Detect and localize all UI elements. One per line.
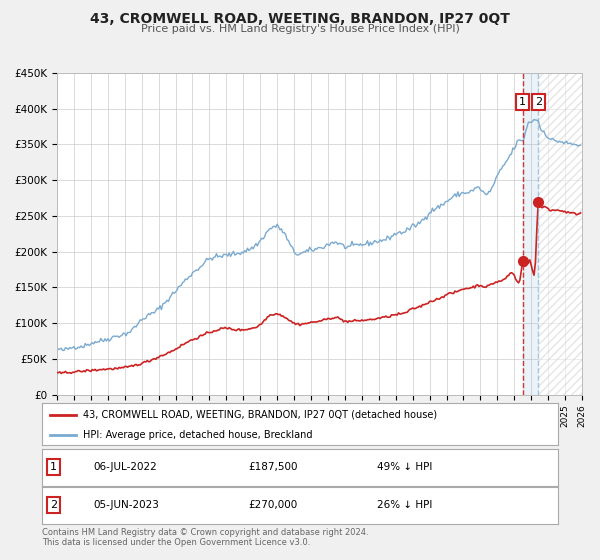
Text: 2: 2 (50, 500, 57, 510)
Text: 1: 1 (50, 462, 57, 472)
Text: 05-JUN-2023: 05-JUN-2023 (94, 500, 160, 510)
Text: 26% ↓ HPI: 26% ↓ HPI (377, 500, 433, 510)
Text: £270,000: £270,000 (248, 500, 298, 510)
Bar (523, 73, 538, 395)
Bar (538, 73, 582, 395)
Text: 43, CROMWELL ROAD, WEETING, BRANDON, IP27 0QT (detached house): 43, CROMWELL ROAD, WEETING, BRANDON, IP2… (83, 409, 437, 419)
Text: Contains HM Land Registry data © Crown copyright and database right 2024.: Contains HM Land Registry data © Crown c… (42, 528, 368, 536)
Text: 49% ↓ HPI: 49% ↓ HPI (377, 462, 433, 472)
Text: 43, CROMWELL ROAD, WEETING, BRANDON, IP27 0QT: 43, CROMWELL ROAD, WEETING, BRANDON, IP2… (90, 12, 510, 26)
Text: Price paid vs. HM Land Registry's House Price Index (HPI): Price paid vs. HM Land Registry's House … (140, 24, 460, 34)
Text: £187,500: £187,500 (248, 462, 298, 472)
Text: 06-JUL-2022: 06-JUL-2022 (94, 462, 157, 472)
Text: 2: 2 (535, 97, 542, 107)
Text: 1: 1 (519, 97, 526, 107)
Text: This data is licensed under the Open Government Licence v3.0.: This data is licensed under the Open Gov… (42, 538, 310, 547)
Text: HPI: Average price, detached house, Breckland: HPI: Average price, detached house, Brec… (83, 430, 313, 440)
